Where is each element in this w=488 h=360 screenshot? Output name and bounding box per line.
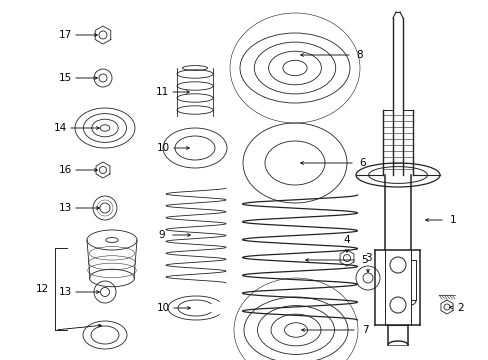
Text: 14: 14 [53,123,66,133]
Text: 7: 7 [361,325,367,335]
Text: 11: 11 [155,87,168,97]
Text: 1: 1 [449,215,455,225]
Text: 13: 13 [58,203,71,213]
Text: 10: 10 [156,143,169,153]
Text: 17: 17 [58,30,71,40]
Text: 3: 3 [364,253,370,263]
Text: 10: 10 [156,303,169,313]
Text: 12: 12 [35,284,48,294]
Text: 6: 6 [359,158,366,168]
Text: 8: 8 [356,50,363,60]
Text: 4: 4 [343,235,349,245]
Text: 5: 5 [361,255,367,265]
Text: 13: 13 [58,287,71,297]
Text: 2: 2 [457,303,464,313]
Text: 16: 16 [58,165,71,175]
Text: 9: 9 [159,230,165,240]
Text: 15: 15 [58,73,71,83]
